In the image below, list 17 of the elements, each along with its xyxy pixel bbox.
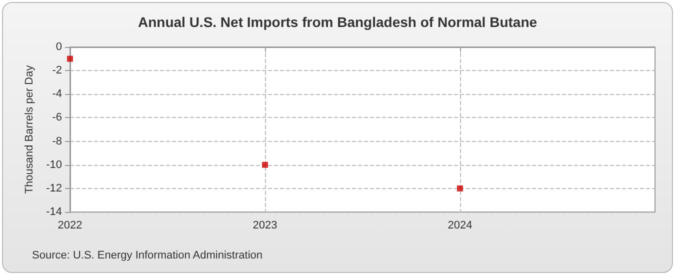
y-tick-label: -14: [46, 206, 62, 218]
chart-title: Annual U.S. Net Imports from Bangladesh of Normal Butane: [138, 14, 538, 30]
y-tick-label: -10: [46, 158, 62, 171]
y-tick-label: -6: [52, 112, 62, 124]
point: [457, 185, 463, 192]
point: [262, 162, 268, 168]
y-axis-title: Thousand Barrels per Day: [24, 64, 36, 194]
x-tick-label: 2023: [252, 220, 278, 232]
y-tick-label: -8: [52, 135, 62, 148]
point: [67, 56, 73, 62]
x-tick-label: 2022: [58, 220, 82, 232]
y-tick-label: -4: [52, 88, 62, 100]
y-tick-label: 0: [56, 41, 62, 53]
y-tick-label: -2: [52, 64, 62, 77]
y-tick-label: -12: [46, 182, 62, 194]
source-note: Source: U.S. Energy Information Administration: [32, 250, 262, 262]
x-tick-label: 2024: [448, 220, 472, 232]
